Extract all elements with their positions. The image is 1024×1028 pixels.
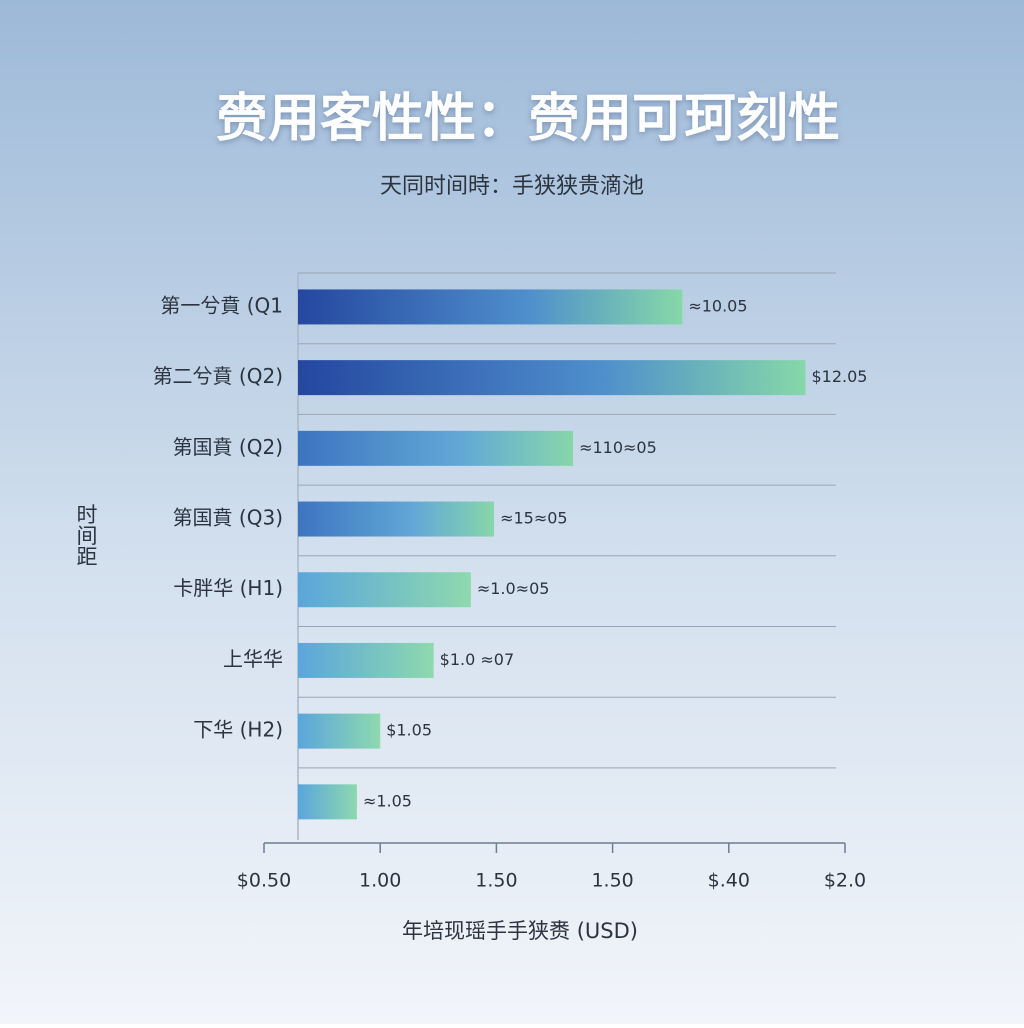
chart-title: 赍用客性性：赍用可珂刻性 (216, 89, 840, 149)
bar-annotation: ≈1.0≈05 (477, 579, 550, 598)
bar-annotation: $1.05 (386, 721, 432, 740)
bar (298, 289, 683, 325)
bar (298, 430, 574, 466)
y-tick-label: 卡胖华 (H1) (173, 576, 283, 600)
bar-annotation: ≈15≈05 (500, 509, 568, 528)
bar-annotation: ≈110≈05 (579, 438, 657, 457)
bar (298, 360, 806, 396)
bar (298, 713, 381, 749)
y-axis-label: 时间距 (74, 504, 98, 567)
x-tick-label: $.40 (708, 870, 750, 892)
y-tick-label: 第二兮賁 (Q2) (153, 364, 283, 388)
bar (298, 642, 434, 678)
bar-annotation: $12.05 (811, 367, 867, 386)
x-tick-label: 1.00 (359, 870, 401, 892)
x-tick-label: $2.0 (824, 870, 866, 892)
bar (298, 572, 471, 608)
y-tick-label: 下华 (H2) (193, 718, 283, 742)
bar-annotation: ≈10.05 (688, 296, 747, 315)
chart-subtitle: 天同时间時：手狭狭贵滴池 (380, 174, 644, 199)
x-tick-label: $0.50 (237, 870, 291, 892)
bar-annotation: $1.0 ≈07 (440, 650, 514, 669)
y-tick-label: 第一兮賁 (Q1 (160, 293, 283, 317)
bar (298, 784, 357, 820)
x-tick-label: 1.50 (475, 870, 517, 892)
y-tick-label: 上华华 (223, 647, 283, 671)
bar-annotation: ≈1.05 (363, 791, 412, 810)
y-tick-label: 第国賁 (Q3) (173, 506, 283, 530)
y-tick-label: 第国賁 (Q2) (173, 435, 283, 459)
bar (298, 501, 495, 537)
x-axis-label: 年培现瑶手手狭赉 (USD) (402, 919, 638, 943)
x-tick-label: 1.50 (591, 870, 633, 892)
